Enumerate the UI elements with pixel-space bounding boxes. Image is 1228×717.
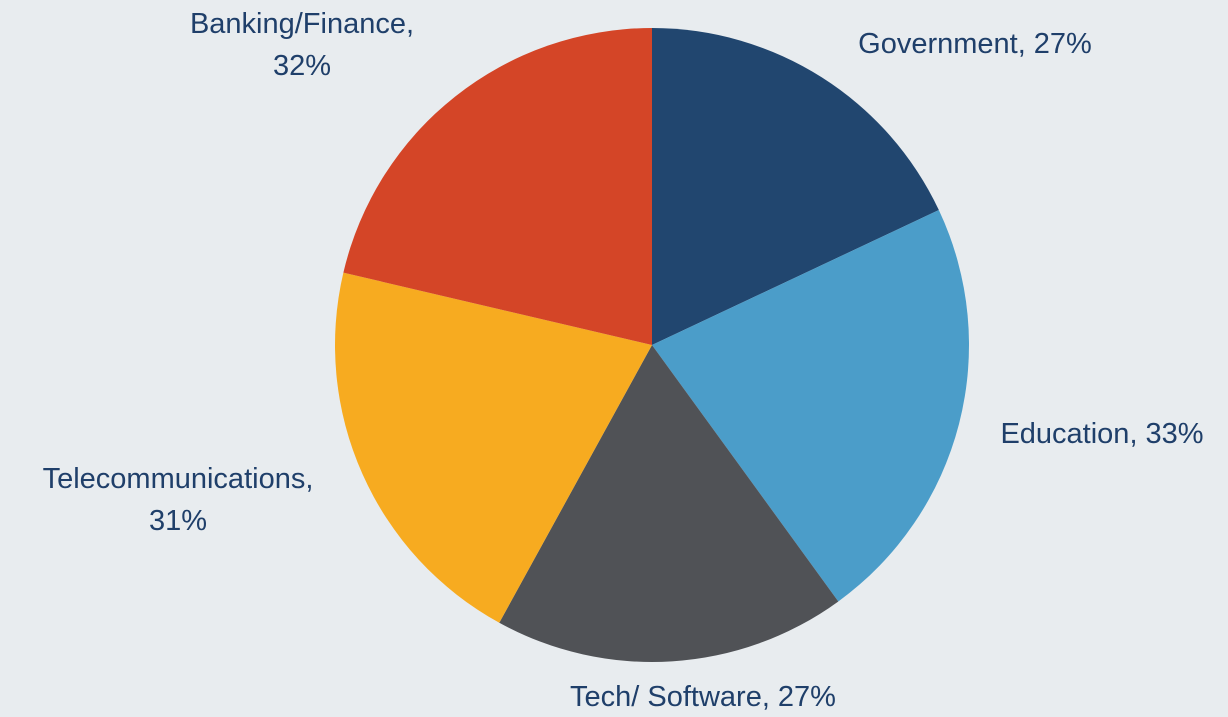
label-value: 32% — [273, 50, 331, 82]
pie-slice — [343, 28, 652, 345]
data-label: Government, 27% — [858, 28, 1092, 60]
pie-slice — [499, 345, 839, 662]
label-category: Banking/Finance, — [190, 8, 414, 40]
label-category: Telecommunications, — [43, 463, 314, 495]
label-value: 27% — [778, 681, 836, 713]
data-label: Tech/ Software, 27% — [570, 681, 836, 713]
data-label: Education, 33% — [1000, 418, 1203, 450]
label-value: 31% — [149, 505, 207, 537]
pie-slice — [652, 28, 939, 345]
label-category: Education, — [1000, 418, 1137, 450]
data-label: Banking/Finance, 32% — [190, 8, 414, 82]
label-value: 33% — [1146, 418, 1204, 450]
label-category: Government, — [858, 28, 1026, 60]
pie-slice — [335, 272, 652, 623]
pie-slice — [652, 210, 970, 602]
label-value: 27% — [1034, 28, 1092, 60]
data-label: Telecommunications, 31% — [43, 463, 314, 537]
label-category: Tech/ Software, — [570, 681, 770, 713]
